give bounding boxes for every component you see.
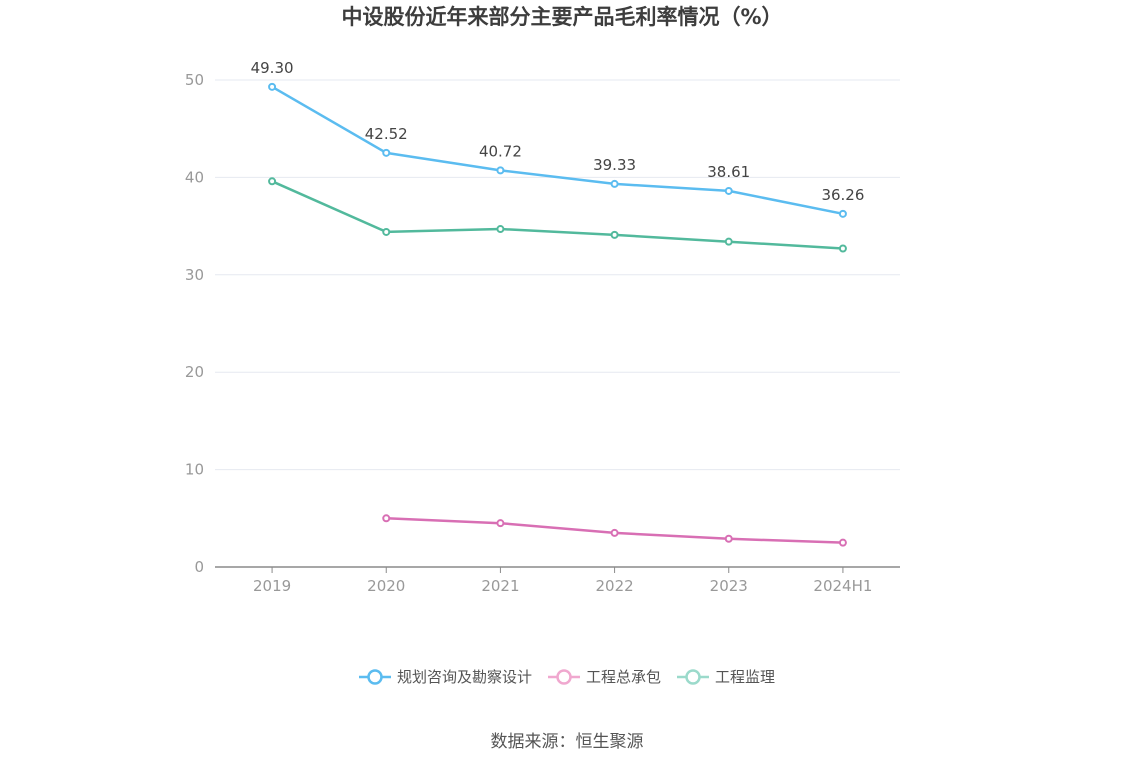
legend-swatch-marker [556, 669, 572, 685]
y-tick-label: 20 [185, 363, 204, 381]
legend-item-1[interactable]: 规划咨询及勘察设计 [359, 668, 532, 686]
data-label: 49.30 [251, 59, 294, 77]
series-1: 49.30 42.52 40.72 39.33 38.61 36.26 [251, 59, 864, 218]
y-tick-label: 0 [194, 558, 204, 576]
legend-label: 工程监理 [715, 668, 775, 686]
data-point[interactable] [838, 538, 847, 547]
legend-swatch-marker [367, 669, 383, 685]
grid [215, 79, 900, 471]
series-2 [382, 514, 847, 547]
data-point[interactable] [382, 227, 391, 236]
legend-label: 规划咨询及勘察设计 [397, 668, 532, 686]
y-tick-label: 10 [185, 461, 204, 479]
data-point[interactable] [610, 230, 619, 239]
y-tick-label: 30 [185, 266, 204, 284]
x-tick-label: 2022 [595, 577, 633, 595]
data-point[interactable] [724, 186, 733, 195]
data-point[interactable] [496, 225, 505, 234]
data-label: 40.72 [479, 142, 522, 160]
series-layer: 49.30 42.52 40.72 39.33 38.61 36.26 [251, 59, 864, 547]
x-tick-label: 2020 [367, 577, 405, 595]
series-line [271, 85, 844, 216]
y-tick-label: 50 [185, 71, 204, 89]
series-line [271, 180, 843, 250]
chart-title: 中设股份近年来部分主要产品毛利率情况（%） [341, 5, 782, 29]
x-tick-label: 2024H1 [813, 577, 872, 595]
data-point[interactable] [724, 237, 733, 246]
data-point[interactable] [496, 166, 505, 175]
legend-item-2[interactable]: 工程总承包 [548, 668, 661, 686]
data-point[interactable] [268, 177, 277, 186]
data-point[interactable] [382, 148, 391, 157]
legend[interactable]: 规划咨询及勘察设计 工程总承包 工程监理 [359, 668, 775, 686]
data-point[interactable] [610, 528, 619, 537]
data-label: 36.26 [821, 186, 864, 204]
data-point[interactable] [382, 514, 391, 523]
legend-swatch-marker [685, 669, 701, 685]
data-label: 38.61 [707, 163, 750, 181]
data-point[interactable] [610, 179, 619, 188]
data-point[interactable] [496, 519, 505, 528]
data-point[interactable] [724, 534, 733, 543]
axes: 0 10 20 30 40 50 2019 2020 2021 2022 2023 2024H1 [185, 71, 900, 595]
data-source: 数据来源：恒生聚源 [491, 732, 644, 752]
data-point[interactable] [838, 209, 847, 218]
legend-item-3[interactable]: 工程监理 [677, 668, 775, 686]
x-tick-label: 2023 [710, 577, 748, 595]
data-label: 39.33 [593, 156, 636, 174]
x-tick-label: 2019 [253, 577, 291, 595]
data-point[interactable] [838, 244, 847, 253]
x-tick-label: 2021 [481, 577, 519, 595]
y-tick-label: 40 [185, 168, 204, 186]
data-label: 42.52 [365, 125, 408, 143]
data-point[interactable] [268, 82, 277, 91]
series-3 [268, 177, 847, 253]
legend-label: 工程总承包 [586, 668, 661, 686]
